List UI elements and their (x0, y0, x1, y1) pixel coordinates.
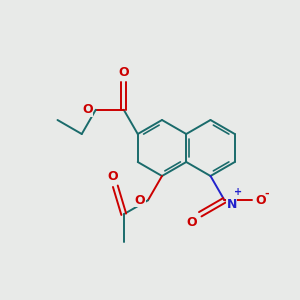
Text: +: + (235, 187, 243, 197)
Text: N: N (226, 198, 237, 211)
Text: O: O (134, 194, 145, 207)
Text: O: O (107, 170, 118, 183)
Text: O: O (256, 194, 266, 207)
Text: -: - (265, 188, 269, 198)
Text: O: O (187, 216, 197, 229)
Text: O: O (82, 103, 93, 116)
Text: O: O (118, 66, 129, 79)
